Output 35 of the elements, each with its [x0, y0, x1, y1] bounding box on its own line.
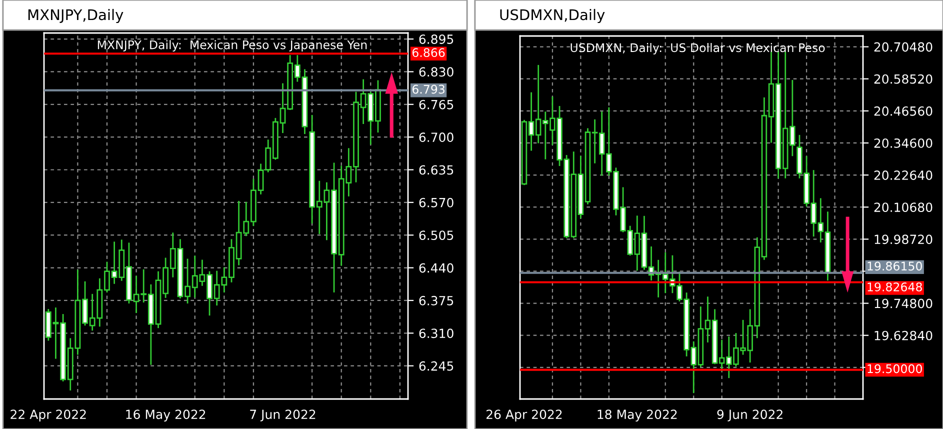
ref-line-label: 6.793	[412, 84, 444, 94]
y-tick-label: 6.700	[419, 132, 454, 142]
y-tick-label: 20.10680	[874, 202, 932, 212]
ref-line-label: 19.86150	[868, 262, 922, 271]
x-tick-label: 26 Apr 2022	[486, 410, 562, 422]
y-tick-label: 6.505	[419, 230, 454, 240]
y-tick-label: 6.765	[419, 100, 454, 110]
y-tick-label: 20.70480	[874, 42, 932, 52]
y-tick-label: 20.58520	[874, 74, 932, 84]
y-tick-label: 6.310	[419, 328, 454, 338]
x-tick-label: 7 Jun 2022	[250, 410, 316, 422]
ref-line-label: 19.82648	[868, 282, 922, 292]
y-tick-label: 6.635	[419, 165, 454, 175]
ref-line-label: 6.866	[412, 48, 445, 58]
x-tick-label: 18 May 2022	[598, 410, 677, 422]
y-tick-label: 20.46560	[874, 106, 932, 116]
y-tick-label: 6.375	[419, 296, 454, 306]
x-tick-label: 22 Apr 2022	[10, 410, 86, 422]
text: USDMXN, Daily: US Dollar vs Mexican Peso	[570, 42, 825, 54]
y-tick-label: 19.74800	[874, 298, 932, 308]
y-tick-label: 20.34600	[874, 138, 932, 148]
y-tick-label: 20.22640	[874, 170, 932, 180]
y-tick-label: 6.440	[419, 263, 454, 273]
x-tick-label: 16 May 2022	[126, 410, 206, 422]
y-tick-label: 6.895	[419, 34, 454, 44]
y-tick-label: 19.98720	[874, 234, 932, 244]
y-tick-label: 6.830	[419, 67, 454, 77]
y-tick-label: 6.570	[419, 198, 454, 208]
x-tick-label: 9 Jun 2022	[717, 410, 782, 422]
y-tick-label: 6.245	[419, 361, 454, 371]
text: MXNJPY, Daily: Mexican Peso vs Japanese Yen	[98, 40, 367, 52]
chart-title: USDMXN,Daily	[500, 8, 605, 24]
y-tick-label: 19.62840	[874, 330, 932, 340]
chart-title: MXNJPY,Daily	[28, 8, 124, 24]
ref-line-label: 19.50000	[868, 364, 922, 374]
